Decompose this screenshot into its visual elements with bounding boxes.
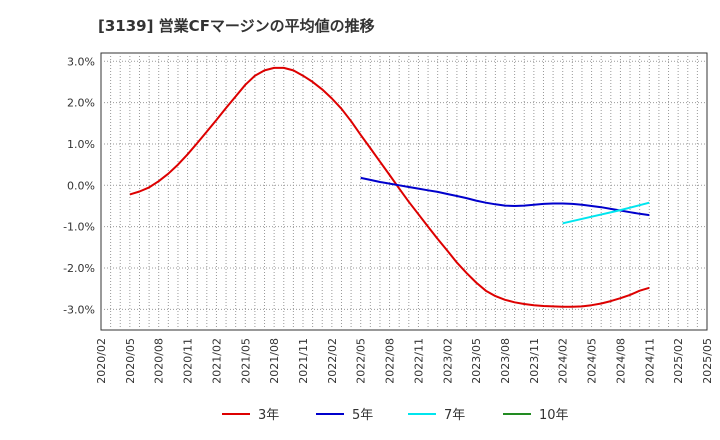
series-line-1 xyxy=(129,66,650,308)
x-tick-label: 2022/08 xyxy=(384,338,397,384)
legend-label: 10年 xyxy=(539,408,569,423)
x-tick-label: 2021/05 xyxy=(239,338,252,384)
x-tick-label: 2024/02 xyxy=(557,338,570,384)
y-tick-label: 1.0% xyxy=(67,138,95,151)
x-tick-label: 2024/11 xyxy=(643,338,656,384)
y-tick-label: 0.0% xyxy=(67,179,95,192)
chart-title: [3139] 営業CFマージンの平均値の推移 xyxy=(98,17,375,35)
legend-label: 3年 xyxy=(258,408,279,423)
x-tick-label: 2022/02 xyxy=(326,338,339,384)
x-tick-label: 2021/11 xyxy=(297,338,310,384)
x-tick-label: 2022/11 xyxy=(412,338,425,384)
x-axis: 2020/02 2020/05 2020/08 2020/11 2021/02 2021/… xyxy=(95,338,714,384)
x-tick-label: 2023/05 xyxy=(470,338,483,384)
series-line-3 xyxy=(562,201,650,225)
grid xyxy=(101,53,707,330)
series-line-2 xyxy=(360,176,650,217)
x-tick-label: 2022/05 xyxy=(355,338,368,384)
x-tick-label: 2020/08 xyxy=(153,338,166,384)
legend-label: 5年 xyxy=(352,408,373,423)
plot-area xyxy=(100,52,708,331)
x-tick-label: 2025/02 xyxy=(672,338,685,384)
x-tick-label: 2024/08 xyxy=(614,338,627,384)
x-tick-label: 2020/05 xyxy=(124,338,137,384)
y-tick-label: -2.0% xyxy=(63,262,95,275)
x-tick-label: 2020/11 xyxy=(182,338,195,384)
y-tick-label: 3.0% xyxy=(67,55,95,68)
y-tick-label: -3.0% xyxy=(63,303,95,316)
x-tick-label: 2023/11 xyxy=(528,338,541,384)
y-axis: 3.0% 2.0% 1.0% 0.0% -1.0% -2.0% -3.0% xyxy=(63,55,95,316)
y-tick-label: 2.0% xyxy=(67,97,95,110)
x-tick-label: 2021/08 xyxy=(268,338,281,384)
x-tick-label: 2021/02 xyxy=(210,338,223,384)
legend: 3年 5年 7年 10年 xyxy=(222,408,569,423)
x-tick-label: 2020/02 xyxy=(95,338,108,384)
x-tick-label: 2024/05 xyxy=(586,338,599,384)
x-tick-label: 2025/05 xyxy=(701,338,714,384)
x-tick-label: 2023/08 xyxy=(499,338,512,384)
y-tick-label: -1.0% xyxy=(63,221,95,234)
x-tick-label: 2023/02 xyxy=(441,338,454,384)
series-lines xyxy=(129,66,650,308)
legend-label: 7年 xyxy=(444,408,465,423)
